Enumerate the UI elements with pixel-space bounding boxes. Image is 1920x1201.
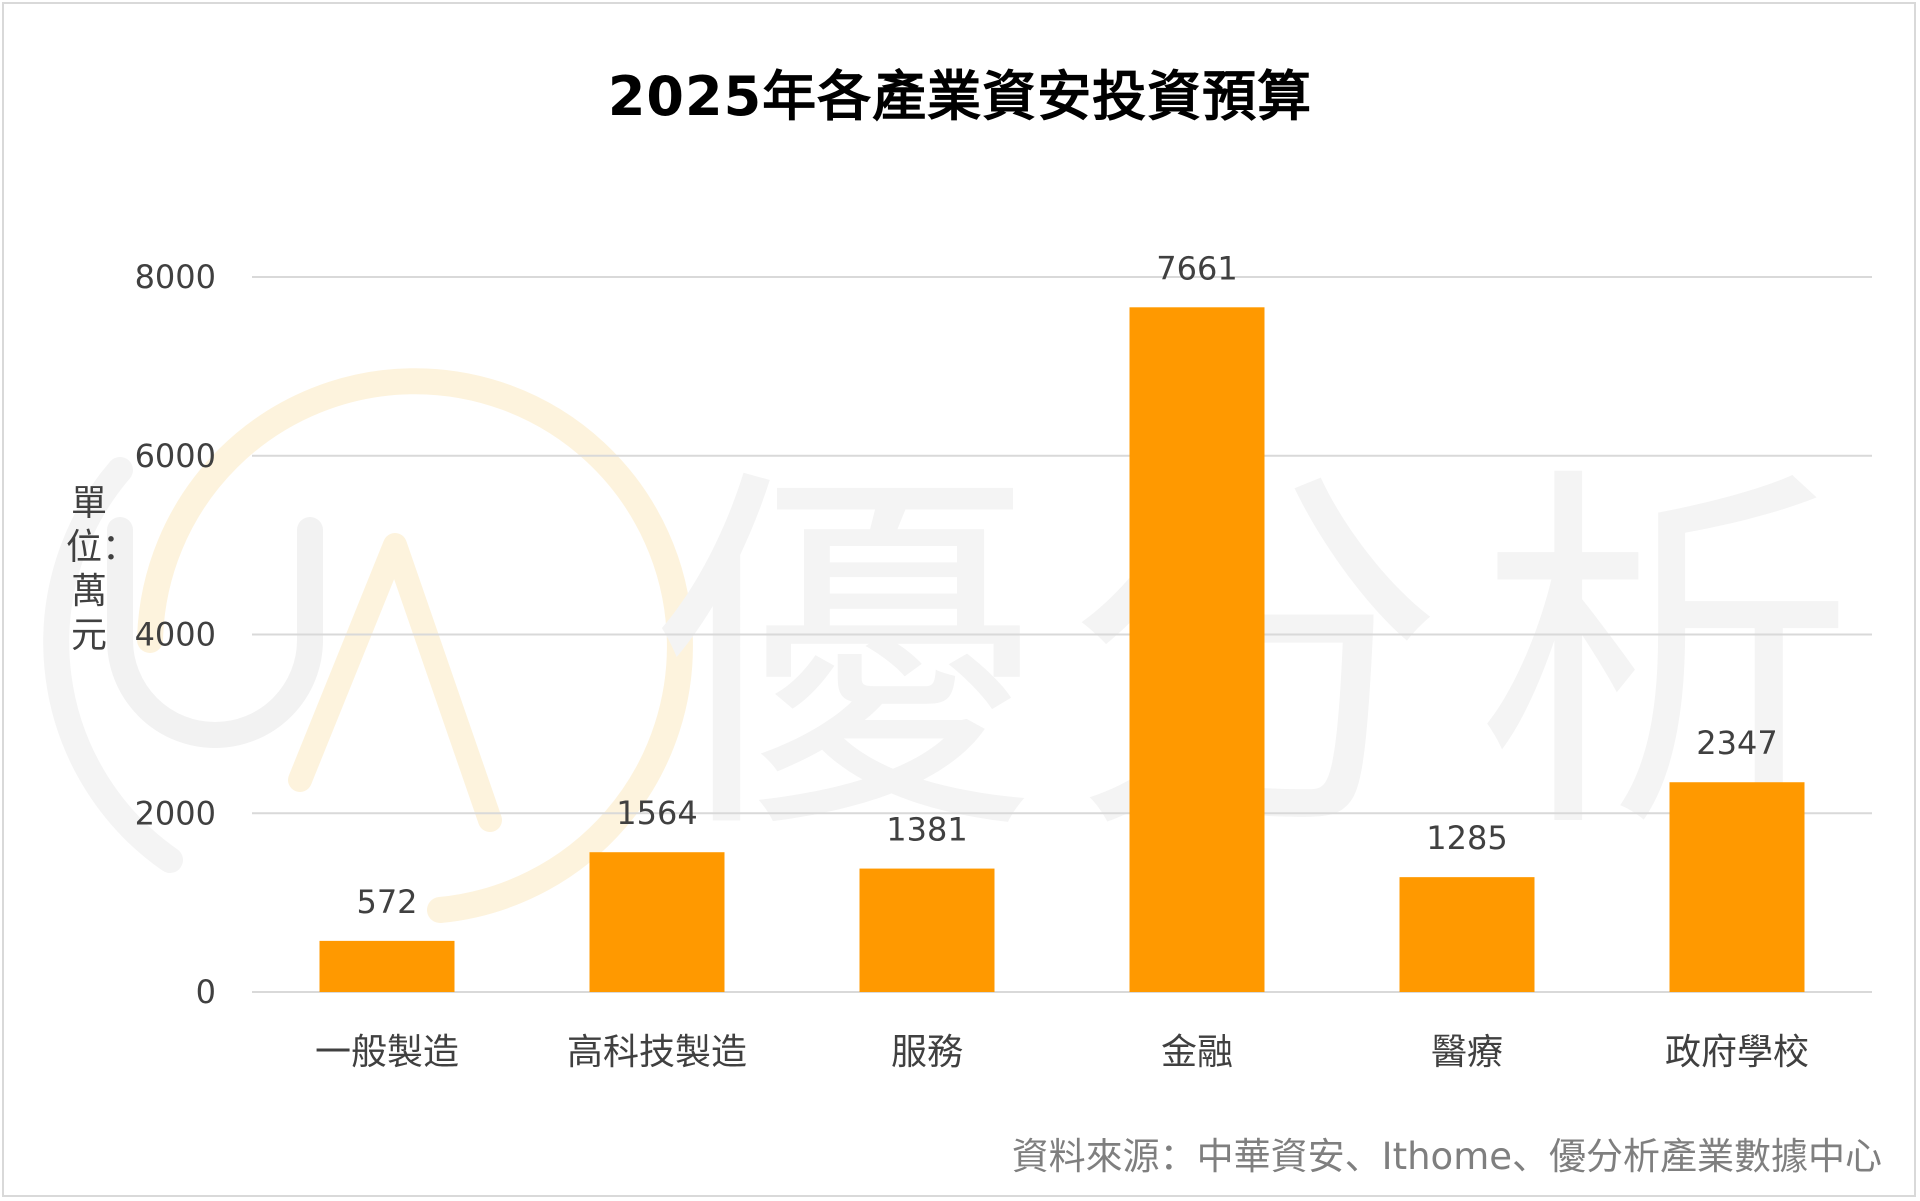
y-tick-label: 8000 <box>135 258 216 296</box>
bar-2 <box>859 868 995 992</box>
y-tick-label: 2000 <box>135 794 216 832</box>
grid-lines <box>252 276 1872 993</box>
bar-3 <box>1129 307 1265 993</box>
data-label: 1381 <box>886 811 967 849</box>
data-labels: 572 1564 1381 7661 1285 2347 <box>356 249 1777 921</box>
y-axis: 0 2000 4000 6000 8000 <box>135 258 216 1011</box>
y-tick-label: 0 <box>196 973 216 1011</box>
watermark-logo <box>43 368 693 923</box>
x-category-label: 政府學校 <box>1665 1032 1809 1073</box>
data-label: 7661 <box>1156 249 1237 287</box>
y-tick-label: 6000 <box>135 437 216 475</box>
bar-5 <box>1669 782 1805 992</box>
bar-1 <box>589 852 725 992</box>
data-label: 2347 <box>1696 724 1777 762</box>
chart-title: 2025年各產業資安投資預算 <box>607 65 1313 128</box>
x-category-label: 一般製造 <box>315 1032 459 1073</box>
y-axis-label: 單位：萬元 <box>66 483 139 656</box>
data-label: 1285 <box>1426 819 1507 857</box>
bar-4 <box>1399 877 1535 992</box>
bars <box>319 307 1805 993</box>
x-category-label: 醫療 <box>1431 1032 1503 1073</box>
data-label: 1564 <box>616 794 697 832</box>
x-category-label: 服務 <box>891 1032 963 1073</box>
x-axis: 一般製造 高科技製造 服務 金融 醫療 政府學校 <box>315 1032 1809 1073</box>
source-note: 資料來源：中華資安、Ithome、優分析產業數據中心 <box>1011 1135 1882 1178</box>
data-label: 572 <box>356 883 417 921</box>
x-category-label: 高科技製造 <box>567 1032 747 1073</box>
bar-0 <box>319 940 455 992</box>
x-category-label: 金融 <box>1161 1032 1233 1073</box>
y-tick-label: 4000 <box>135 616 216 654</box>
